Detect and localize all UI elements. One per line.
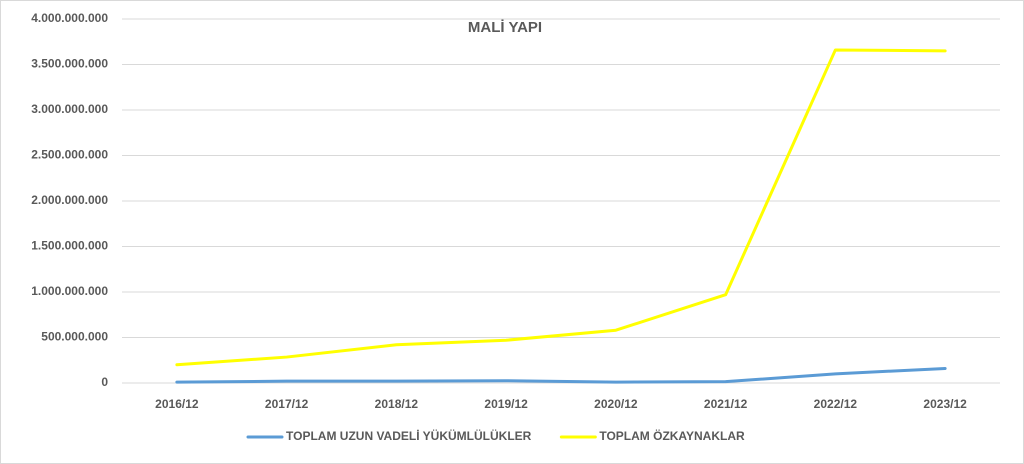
y-tick-label: 2.000.000.000 — [31, 193, 108, 207]
y-tick-label: 1.000.000.000 — [31, 284, 108, 298]
x-tick-label: 2019/12 — [484, 397, 528, 411]
series-line — [175, 366, 947, 384]
y-tick-label: 500.000.000 — [41, 330, 108, 344]
chart-title: MALİ YAPI — [468, 19, 542, 36]
x-tick-label: 2023/12 — [923, 397, 967, 411]
y-tick-label: 1.500.000.000 — [31, 239, 108, 253]
y-tick-label: 2.500.000.000 — [31, 148, 108, 162]
y-tick-label: 4.000.000.000 — [31, 11, 108, 25]
legend-label: TOPLAM ÖZKAYNAKLAR — [599, 428, 745, 443]
legend-label: TOPLAM UZUN VADELİ YÜKÜMLÜLÜKLER — [286, 428, 532, 443]
x-tick-label: 2017/12 — [265, 397, 309, 411]
series-line — [175, 48, 947, 367]
y-tick-label: 3.500.000.000 — [31, 57, 108, 71]
x-tick-label: 2021/12 — [704, 397, 748, 411]
x-tick-label: 2020/12 — [594, 397, 638, 411]
x-tick-label: 2016/12 — [155, 397, 199, 411]
x-tick-label: 2018/12 — [375, 397, 419, 411]
y-tick-label: 0 — [101, 375, 108, 389]
y-tick-label: 3.000.000.000 — [31, 102, 108, 116]
x-tick-label: 2022/12 — [814, 397, 858, 411]
